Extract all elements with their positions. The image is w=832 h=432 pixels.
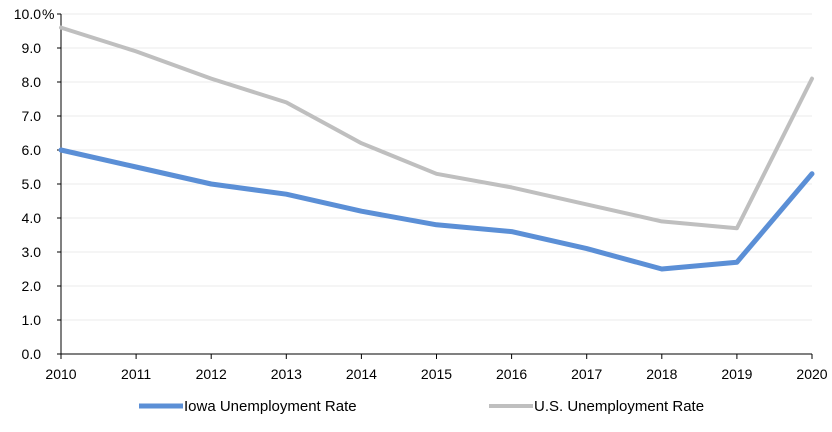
y-tick-label-6.0: 6.0 (22, 142, 42, 158)
y-tick-label-10.0: 10.0 (14, 6, 41, 22)
y-tick-label-9.0: 9.0 (22, 40, 42, 56)
x-axis-ticks: 2010 2011 2012 2013 2014 2015 2016 2017 2018 2019… (45, 354, 828, 382)
y-tick-label-5.0: 5.0 (22, 176, 42, 192)
grid-lines (61, 13, 812, 321)
x-tick-label-2018: 2018 (646, 366, 677, 382)
x-tick-label-2014: 2014 (346, 366, 377, 382)
x-tick-label-2020: 2020 (796, 366, 827, 382)
legend: Iowa Unemployment Rate U.S. Unemployment … (139, 398, 704, 415)
y-axis-unit-label: % (42, 6, 54, 22)
y-tick-label-3.0: 3.0 (22, 244, 42, 260)
x-tick-label-2012: 2012 (196, 366, 227, 382)
series-lines (58, 25, 815, 272)
y-tick-label-7.0: 7.0 (22, 108, 42, 124)
legend-label-iowa-unemployment-rate: Iowa Unemployment Rate (184, 398, 357, 415)
y-tick-label-4.0: 4.0 (22, 210, 42, 226)
x-tick-label-2017: 2017 (571, 366, 602, 382)
x-tick-label-2013: 2013 (271, 366, 302, 382)
x-tick-label-2016: 2016 (496, 366, 527, 382)
x-tick-label-2019: 2019 (721, 366, 752, 382)
series-line-iowa-unemployment-rate (58, 147, 815, 272)
y-tick-label-2.0: 2.0 (22, 278, 42, 294)
y-tick-label-8.0: 8.0 (22, 74, 42, 90)
y-tick-label-0.0: 0.0 (22, 346, 42, 362)
series-line-u-s-unemployment-rate (59, 25, 814, 231)
x-tick-label-2010: 2010 (45, 366, 76, 382)
y-axis-ticks: 0.0 1.0 2.0 3.0 4.0 5.0 6.0 7.0 8.0 9.0 10.0% (14, 6, 55, 362)
legend-label-u-s-unemployment-rate: U.S. Unemployment Rate (534, 398, 704, 415)
x-tick-label-2015: 2015 (421, 366, 452, 382)
x-tick-label-2011: 2011 (121, 366, 151, 382)
y-tick-label-1.0: 1.0 (22, 312, 42, 328)
